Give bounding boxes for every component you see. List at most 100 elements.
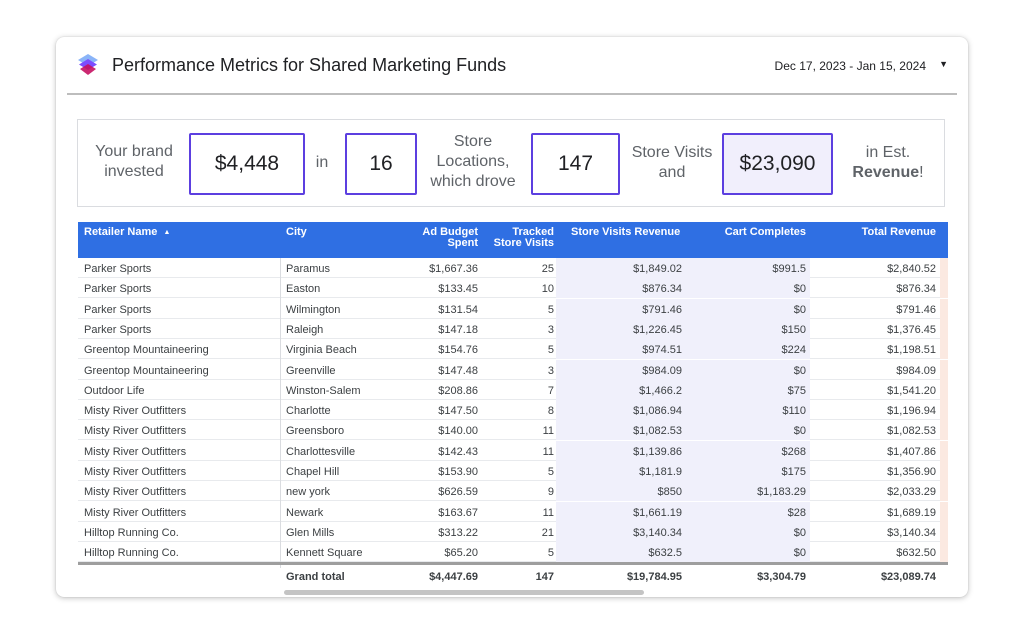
cell-budget: $142.43 <box>438 445 478 458</box>
cell-city: Paramus <box>286 263 331 275</box>
table-row[interactable]: Parker Sports Wilmington $131.54 5 $791.46 $0… <box>78 298 948 319</box>
table-row[interactable]: Hilltop Running Co. Glen Mills $313.22 21 $3… <box>78 521 948 542</box>
cell-total-revenue: $632.50 <box>896 547 936 560</box>
kpi-value-revenue: $23,090 <box>722 133 833 195</box>
total-revenue-highlight <box>940 542 948 563</box>
cell-city: Greenville <box>286 364 336 377</box>
table-row[interactable]: Greentop Mountaineering Greenville $147.48… <box>78 359 948 380</box>
cell-store-visits-revenue: $3,140.34 <box>633 526 682 539</box>
date-range-picker[interactable]: Dec 17, 2023 - Jan 15, 2024 <box>774 59 926 73</box>
cell-visits: 7 <box>547 384 554 397</box>
table-row[interactable]: Greentop Mountaineering Virginia Beach $15… <box>78 339 948 360</box>
kpi-text-revenue-bold: Revenue <box>852 164 920 181</box>
cell-store-visits-revenue: $1,466.2 <box>639 384 682 397</box>
performance-table: Retailer Name ▲ City Ad Budget Spent Tra… <box>78 222 948 568</box>
cell-total-revenue: $1,689.19 <box>887 506 936 519</box>
kpi-text-revenue: in Est. Revenue! <box>840 143 936 183</box>
column-header-store-visits-revenue[interactable]: Store Visits Revenue <box>571 226 681 238</box>
cell-cart-completes: $0 <box>793 283 806 296</box>
total-revenue-highlight <box>940 359 948 380</box>
cell-cart-completes: $224 <box>781 344 806 357</box>
table-row[interactable]: Hilltop Running Co. Kennett Square $65.20 5… <box>78 542 948 563</box>
table-row[interactable]: Misty River Outfitters Charlottesville $14… <box>78 440 948 461</box>
table-row[interactable]: Misty River Outfitters Charlotte $147.50 8 $… <box>78 400 948 421</box>
cell-store-visits-revenue: $1,082.53 <box>633 425 682 438</box>
cell-visits: 8 <box>547 405 554 418</box>
store-visits-revenue-highlight <box>556 400 810 421</box>
totals-store-visits-revenue: $19,784.95 <box>626 571 682 583</box>
table-row[interactable]: Outdoor Life Winston-Salem $208.86 7 $1,466.… <box>78 379 948 400</box>
cell-visits: 11 <box>542 506 554 519</box>
cell-visits: 5 <box>547 303 554 316</box>
cell-total-revenue: $1,376.45 <box>887 323 936 336</box>
column-header-visits[interactable]: Tracked Store Visits <box>474 227 554 249</box>
totals-total-revenue: $23,089.74 <box>880 571 936 583</box>
cell-budget: $1,667.36 <box>429 263 478 275</box>
table-row[interactable]: Misty River Outfitters Greensboro $140.00 1… <box>78 420 948 441</box>
totals-visits: 147 <box>535 571 554 583</box>
cell-visits: 11 <box>542 425 554 438</box>
totals-budget: $4,447.69 <box>429 571 478 583</box>
cell-total-revenue: $1,198.51 <box>887 344 936 357</box>
store-visits-revenue-highlight <box>556 542 810 563</box>
column-header-city[interactable]: City <box>286 226 307 238</box>
cell-store-visits-revenue: $974.51 <box>642 344 682 357</box>
table-row[interactable]: Parker Sports Paramus $1,667.36 25 $1,849.02… <box>78 258 948 278</box>
column-header-total-revenue[interactable]: Total Revenue <box>861 226 936 238</box>
cell-budget: $131.54 <box>438 303 478 316</box>
column-header-budget[interactable]: Ad Budget Spent <box>398 227 478 249</box>
table-row[interactable]: Parker Sports Raleigh $147.18 3 $1,226.45 $15… <box>78 318 948 339</box>
cell-city: Charlottesville <box>286 445 356 458</box>
store-visits-revenue-highlight <box>556 521 810 542</box>
sort-ascending-icon[interactable]: ▲ <box>163 229 171 236</box>
totals-row: Grand total $4,447.69 147 $19,784.95 $3,… <box>78 565 948 585</box>
cell-cart-completes: $0 <box>793 425 806 438</box>
chevron-down-icon[interactable]: ▼ <box>939 59 948 69</box>
total-revenue-highlight <box>940 339 948 360</box>
column-header-visits-line1: Tracked <box>512 226 554 238</box>
cell-visits: 25 <box>541 263 554 275</box>
table-row[interactable]: Misty River Outfitters Chapel Hill $153.90… <box>78 461 948 481</box>
cell-retailer: Greentop Mountaineering <box>84 364 209 377</box>
column-header-visits-line2: Store Visits <box>493 237 554 249</box>
total-revenue-highlight <box>940 440 948 461</box>
table-row[interactable]: Misty River Outfitters Newark $163.67 11 $1,… <box>78 501 948 522</box>
cell-total-revenue: $1,541.20 <box>887 384 936 397</box>
total-revenue-highlight <box>940 318 948 339</box>
column-header-cart-completes[interactable]: Cart Completes <box>724 226 806 238</box>
kpi-text-in: in <box>315 154 329 171</box>
cell-visits: 10 <box>541 283 554 296</box>
kpi-value-invested: $4,448 <box>189 133 305 195</box>
cell-cart-completes: $175 <box>781 466 806 478</box>
column-header-retailer[interactable]: Retailer Name ▲ <box>84 227 170 238</box>
total-revenue-highlight <box>940 501 948 522</box>
cell-store-visits-revenue: $876.34 <box>642 283 682 296</box>
kpi-text-invested: Your brand invested <box>95 143 173 180</box>
cell-visits: 11 <box>542 445 554 458</box>
cell-store-visits-revenue: $791.46 <box>642 303 682 316</box>
cell-city: Easton <box>286 283 321 296</box>
cell-budget: $163.67 <box>438 506 478 519</box>
cell-store-visits-revenue: $1,139.86 <box>633 445 682 458</box>
cell-retailer: Parker Sports <box>84 263 152 275</box>
header-divider <box>67 93 957 95</box>
report-card: Performance Metrics for Shared Marketing… <box>56 37 968 597</box>
cell-cart-completes: $0 <box>793 303 806 316</box>
cell-city: Raleigh <box>286 323 324 336</box>
table-row[interactable]: Parker Sports Easton $133.45 10 $876.34 $0 $87… <box>78 278 948 299</box>
cell-retailer: Parker Sports <box>84 323 152 336</box>
cell-visits: 5 <box>547 547 554 560</box>
cell-city: Winston-Salem <box>286 384 361 397</box>
table-row[interactable]: Misty River Outfitters new york $626.59 9 $8… <box>78 481 948 502</box>
cell-budget: $626.59 <box>438 486 478 499</box>
table-header: Retailer Name ▲ City Ad Budget Spent Tra… <box>78 222 948 258</box>
kpi-value-visits: 147 <box>531 133 620 195</box>
store-visits-revenue-highlight <box>556 258 810 278</box>
horizontal-scrollbar[interactable] <box>284 590 644 595</box>
kpi-text-exclaim: ! <box>919 164 924 181</box>
cell-cart-completes: $75 <box>787 384 806 397</box>
cell-city: new york <box>286 486 331 499</box>
looker-studio-logo-icon <box>78 54 98 75</box>
total-revenue-highlight <box>940 400 948 421</box>
cell-retailer: Parker Sports <box>84 303 152 316</box>
